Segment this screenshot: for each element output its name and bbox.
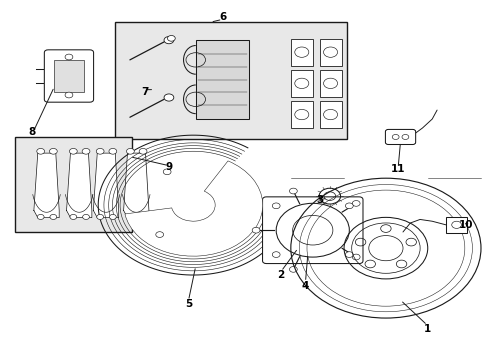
Circle shape	[345, 252, 352, 257]
FancyBboxPatch shape	[385, 130, 415, 144]
Circle shape	[65, 54, 73, 60]
Circle shape	[82, 215, 89, 220]
Circle shape	[70, 215, 77, 220]
Bar	[195, 40, 249, 119]
Polygon shape	[34, 153, 59, 218]
Text: 1: 1	[423, 324, 430, 334]
Circle shape	[252, 227, 260, 233]
Circle shape	[65, 92, 73, 98]
Text: 8: 8	[29, 127, 36, 136]
Circle shape	[109, 215, 116, 220]
Wedge shape	[125, 161, 262, 256]
Circle shape	[289, 266, 297, 272]
Text: 11: 11	[390, 164, 405, 174]
Bar	[290, 39, 312, 66]
Text: 6: 6	[219, 12, 226, 22]
Circle shape	[163, 169, 171, 175]
Circle shape	[109, 148, 117, 154]
Text: 4: 4	[301, 281, 308, 291]
Bar	[290, 101, 312, 128]
Circle shape	[167, 36, 175, 41]
Circle shape	[140, 215, 146, 220]
Bar	[319, 39, 341, 66]
Bar	[290, 70, 312, 97]
Circle shape	[351, 254, 359, 260]
Circle shape	[401, 134, 408, 139]
Circle shape	[272, 203, 280, 209]
Text: 10: 10	[458, 220, 473, 230]
Circle shape	[391, 134, 398, 139]
Circle shape	[345, 203, 352, 209]
Text: 2: 2	[277, 270, 284, 280]
Text: 9: 9	[165, 162, 172, 172]
FancyBboxPatch shape	[44, 50, 93, 102]
Circle shape	[97, 215, 103, 220]
Circle shape	[289, 188, 297, 194]
FancyBboxPatch shape	[262, 197, 362, 264]
Text: 7: 7	[141, 87, 148, 97]
Circle shape	[126, 148, 134, 154]
Circle shape	[50, 215, 57, 220]
Polygon shape	[93, 153, 119, 218]
Bar	[319, 101, 341, 128]
Text: 5: 5	[184, 299, 192, 309]
Bar	[445, 217, 467, 233]
Circle shape	[163, 37, 173, 44]
Circle shape	[351, 201, 359, 206]
Circle shape	[37, 215, 44, 220]
Circle shape	[49, 148, 57, 154]
Bar	[115, 22, 346, 139]
Bar	[54, 60, 83, 92]
Circle shape	[272, 252, 280, 257]
Circle shape	[163, 94, 173, 101]
Bar	[15, 137, 132, 232]
Text: 3: 3	[316, 195, 323, 205]
Bar	[319, 70, 341, 97]
Circle shape	[82, 148, 90, 154]
Circle shape	[96, 148, 104, 154]
Circle shape	[69, 148, 77, 154]
Circle shape	[127, 215, 134, 220]
Polygon shape	[66, 153, 92, 218]
Circle shape	[37, 148, 44, 154]
Circle shape	[156, 232, 163, 238]
Circle shape	[139, 148, 147, 154]
Polygon shape	[123, 153, 149, 218]
